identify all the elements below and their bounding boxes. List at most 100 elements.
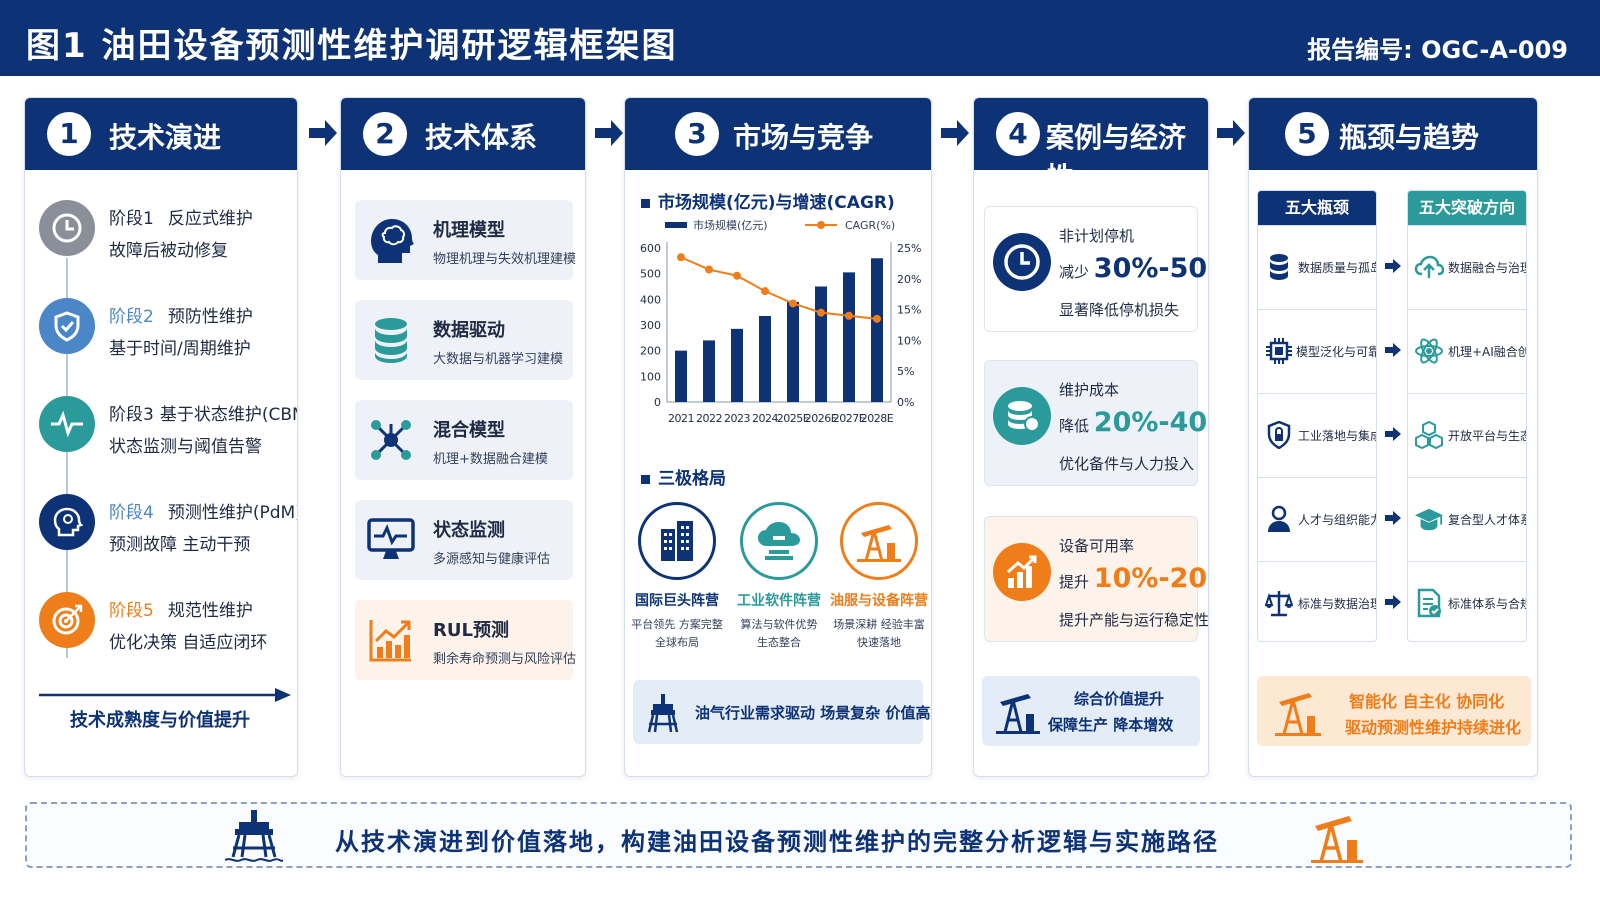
breakthrough-text: 标准体系与合规	[1448, 597, 1527, 611]
column-header: 5 瓶颈与趋势	[1249, 98, 1537, 170]
breakthrough-item: 数据融合与治理	[1408, 225, 1526, 309]
maturity-arrow-icon	[39, 688, 291, 702]
bottleneck-text: 数据质量与孤岛	[1298, 261, 1377, 275]
bottleneck-item: 数据质量与孤岛	[1258, 225, 1377, 309]
stage-desc: 预测故障 主动干预	[109, 535, 251, 555]
case-desc: 显著降低停机损失	[1059, 301, 1180, 319]
case-label: 设备可用率	[1059, 537, 1135, 555]
stage-name: 预测性维护(PdM)	[167, 503, 298, 523]
tech-card: 数据驱动 大数据与机器学习建模	[355, 300, 573, 380]
column-header: 2 技术体系	[341, 98, 585, 170]
player-name: 油服与设备阵营	[830, 593, 928, 609]
cagr-point	[677, 253, 685, 262]
market-chart: 市场规模(亿元) CAGR(%) 0 100 200 300 400 500 600 0% 5% 10…	[640, 218, 921, 425]
stage-title: 阶段1 反应式维护	[109, 204, 253, 229]
stage-desc: 故障后被动修复	[109, 241, 228, 261]
bottleneck-item: 标准与数据治理	[1258, 561, 1376, 641]
case-card: 非计划停机 减少 30%-50% 显著降低停机损失	[984, 206, 1208, 332]
tech-desc: 剩余寿命预测与风险评估	[433, 652, 577, 667]
bottleneck-item: 模型泛化与可靠性	[1258, 309, 1376, 393]
brain-icon	[363, 212, 419, 268]
oil-pump-icon	[1275, 693, 1321, 736]
tech-name: 状态监测	[433, 520, 505, 541]
stage-title: 阶段2 预防性维护	[109, 302, 253, 327]
column-number: 2	[363, 112, 407, 156]
value-line-1: 综合价值提升	[1074, 690, 1165, 708]
footer-banner: 从技术演进到价值落地，构建油田设备预测性维护的完整分析逻辑与实施路径	[25, 802, 1572, 868]
database-icon	[1264, 252, 1294, 282]
y-tick-label-right: 5%	[897, 365, 914, 378]
legend-bar-swatch	[665, 222, 687, 228]
tech-name: 机理模型	[433, 220, 505, 241]
y-tick-label-right: 10%	[897, 334, 921, 347]
document-check-icon	[1414, 588, 1444, 618]
clock-icon	[39, 200, 95, 256]
case-value: 20%-40%	[1093, 407, 1208, 438]
oil-platform-icon	[225, 810, 283, 862]
stage-title: 阶段3 基于状态维护(CBM)	[109, 400, 298, 425]
breakthrough-text: 复合型人才体系	[1448, 513, 1527, 527]
column-number: 1	[47, 112, 91, 156]
case-card: 维护成本 降低 20%-40% 优化备件与人力投入	[984, 360, 1208, 486]
clock-icon	[993, 233, 1051, 291]
player-international: 国际巨头阵营 平台领先 方案完整 全球布局	[627, 502, 727, 652]
bottleneck-item: 人才与组织能力	[1258, 477, 1377, 561]
stage-desc: 基于时间/周期维护	[109, 339, 251, 359]
stage-desc: 优化决策 自适应闭环	[109, 633, 268, 653]
player-name: 工业软件阵营	[737, 593, 821, 609]
y-tick-label-right: 25%	[897, 242, 921, 255]
column-number: 5	[1285, 112, 1329, 156]
lock-icon	[1264, 420, 1294, 450]
player-desc: 平台领先 方案完整 全球布局	[631, 618, 723, 649]
y-tick-label-left: 100	[640, 370, 661, 383]
column-bottlenecks: 5 瓶颈与趋势 五大瓶颈 数据质量与孤岛 模型泛化与可靠性 工业落地与集成 人才…	[1248, 97, 1538, 777]
flow-arrow-icon	[941, 120, 969, 146]
case-value-line: 提升 10%-20%	[1059, 563, 1208, 594]
stage-number: 阶段2	[109, 307, 154, 327]
case-label: 维护成本	[1059, 381, 1120, 399]
column-title: 市场与竞争	[733, 121, 874, 154]
stage-name: 基于状态维护(CBM)	[159, 405, 298, 425]
arrow-right-icon	[1385, 343, 1401, 357]
bottleneck-text: 人才与组织能力	[1298, 513, 1377, 527]
breakthrough-item: 标准体系与合规	[1408, 561, 1527, 641]
stage-title: 阶段5 规范性维护	[109, 596, 253, 621]
stage-item: 阶段4 预测性维护(PdM) 预测故障 主动干预	[39, 490, 298, 570]
cagr-point	[873, 314, 881, 323]
oil-pump-icon	[996, 694, 1040, 734]
breakthrough-text: 机理+AI融合创新	[1448, 345, 1526, 359]
shield-icon	[39, 298, 95, 354]
page-title: 图1 油田设备预测性维护调研逻辑框架图	[26, 26, 678, 66]
cagr-point	[845, 311, 853, 320]
x-tick-label: 2023	[724, 412, 750, 425]
stage-item: 阶段3 基于状态维护(CBM) 状态监测与阈值告警	[39, 392, 298, 472]
column-market: 3 市场与竞争 市场规模(亿元)与增速(CAGR) 市场规模(亿元) CAGR(%…	[624, 97, 932, 777]
cloud-upload-icon	[1414, 252, 1444, 282]
column-number: 4	[996, 112, 1040, 156]
legend-line-marker	[817, 221, 825, 229]
column-title: 案例与经济性	[1046, 121, 1187, 194]
y-tick-label-left: 200	[640, 345, 661, 358]
trend-line-1: 智能化 自主化 协同化	[1349, 692, 1505, 711]
breakthrough-item: 机理+AI融合创新	[1408, 309, 1526, 393]
case-value-line: 减少 30%-50%	[1059, 253, 1208, 284]
tech-card: 机理模型 物理机理与失效机理建模	[355, 200, 576, 280]
y-tick-label-left: 600	[640, 242, 661, 255]
tech-name: RUL预测	[433, 620, 509, 641]
arrow-right-icon	[1385, 595, 1401, 609]
column-tech-evolution: 1 技术演进 阶段1 反应式维护 故障后被动修复 阶段2 预防性维护 基于时间/周期…	[24, 97, 298, 777]
stage-desc: 状态监测与阈值告警	[109, 437, 262, 457]
bar	[675, 350, 687, 402]
market-summary-text: 油气行业需求驱动 场景复杂 价值高地	[695, 704, 932, 722]
stage-number: 阶段5	[109, 601, 154, 621]
y-tick-label-right: 0%	[897, 396, 914, 409]
tech-desc: 机理+数据融合建模	[433, 452, 548, 467]
cloud-icon	[740, 502, 818, 580]
breakthrough-text: 开放平台与生态	[1448, 429, 1527, 443]
stage-title: 阶段4 预测性维护(PdM)	[109, 498, 298, 523]
x-tick-label: 2026E	[805, 412, 838, 425]
flow-arrow-icon	[1217, 120, 1245, 146]
bottleneck-header: 五大瓶颈	[1258, 191, 1376, 225]
graduation-cap-icon	[1414, 504, 1444, 534]
brain-head-icon	[39, 494, 95, 550]
